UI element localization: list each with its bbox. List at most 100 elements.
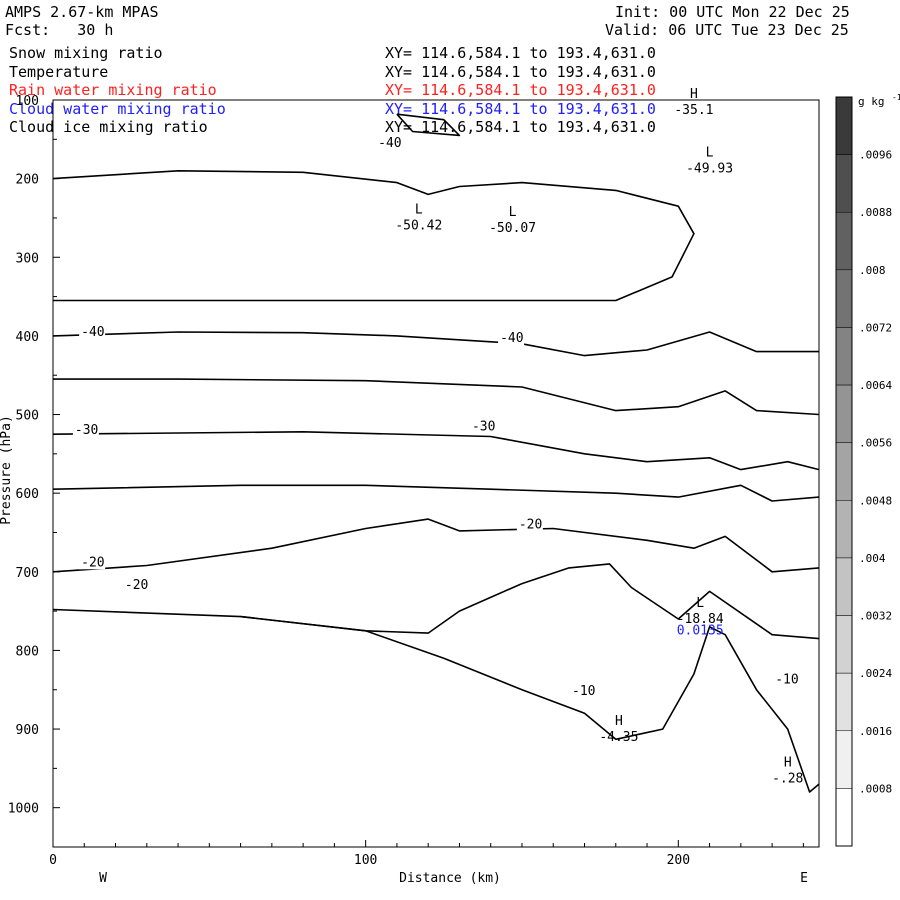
contour-line-2	[53, 378, 820, 416]
extremum-letter: L	[696, 596, 704, 611]
contour-label-bg	[516, 518, 543, 532]
contour-line-0	[52, 170, 695, 302]
contour-label: -20	[125, 578, 148, 593]
contour-label-bg	[498, 332, 525, 346]
contour-label: -30	[472, 419, 495, 434]
extremum-letter: L	[509, 205, 517, 220]
extremum-letter: L	[415, 203, 423, 218]
colorbar-bin	[835, 211, 853, 271]
extremum-value: -.28	[772, 772, 803, 787]
east-label: E	[800, 871, 808, 886]
y-tick-label: 400	[16, 330, 39, 345]
extremum-letter: L	[706, 145, 714, 160]
init-time: Init: 00 UTC Mon 22 Dec 25	[615, 3, 850, 21]
field-xy-range: XY= 114.6,584.1 to 193.4,631.0	[385, 99, 656, 118]
colorbar-level-label: .0008	[859, 782, 892, 795]
contour-label: -10	[775, 672, 798, 687]
colorbar-level-label: .0024	[859, 667, 892, 680]
field-name: Temperature	[9, 62, 109, 81]
extremum-letter: H	[784, 756, 792, 771]
valid-time: Valid: 06 UTC Tue 23 Dec 25	[605, 21, 849, 39]
colorbar-level-label: .004	[859, 552, 886, 565]
colorbar-bin	[835, 269, 853, 328]
contour-label: -20	[519, 518, 542, 533]
x-axis-label: Distance (km)	[399, 871, 501, 886]
y-tick-label: 300	[16, 251, 39, 266]
y-tick-label: 500	[16, 409, 39, 424]
extremum-value: -49.93	[686, 161, 733, 176]
y-tick-label: 1000	[8, 802, 39, 817]
colorbar-bin	[835, 500, 853, 559]
contour-line-3	[52, 431, 820, 471]
colorbar-level-label: .0096	[859, 149, 892, 162]
x-tick-label: 0	[49, 853, 57, 868]
contour-line-8	[396, 113, 461, 137]
contour-label-bg	[469, 420, 496, 434]
colorbar-level-label: .0072	[859, 321, 892, 334]
colorbar-level-label: .0088	[859, 206, 892, 219]
contour-label: -40	[81, 325, 104, 340]
contour-label-bg	[570, 685, 597, 699]
extremum-value: 0.0135	[677, 624, 724, 639]
colorbar-unit: g kg	[858, 95, 885, 108]
extremum-value: -50.42	[395, 219, 442, 234]
colorbar-bin	[835, 730, 853, 789]
colorbar-bin	[835, 384, 853, 443]
field-xy-range: XY= 114.6,584.1 to 193.4,631.0	[385, 62, 656, 81]
contour-label: -40	[378, 136, 401, 151]
colorbar-bin	[835, 96, 853, 155]
contour-line-1	[52, 331, 819, 357]
colorbar-bin	[835, 672, 853, 732]
contour-label-bg	[79, 325, 106, 339]
x-tick-label: 200	[667, 853, 690, 868]
field-name: Snow mixing ratio	[9, 44, 163, 62]
contour-label-bg	[72, 424, 99, 438]
model-title: AMPS 2.67-km MPAS	[5, 3, 159, 21]
x-tick-label: 100	[354, 853, 377, 868]
colorbar-level-label: .008	[859, 264, 886, 277]
y-tick-label: 600	[16, 487, 39, 502]
contour-line-7	[240, 615, 820, 793]
colorbar-bin	[835, 557, 853, 616]
contour-line-4	[52, 484, 820, 502]
field-xy-range: XY= 114.6,584.1 to 193.4,631.0	[385, 44, 656, 62]
y-tick-label: 100	[16, 94, 39, 109]
contour-label-bg	[773, 673, 800, 687]
extremum-value: -50.07	[489, 221, 536, 236]
y-tick-label: 700	[16, 566, 39, 581]
colorbar-bin	[835, 615, 853, 674]
y-tick-label: 800	[16, 644, 39, 659]
colorbar-unit-exp: -1	[892, 93, 900, 102]
colorbar-bin	[835, 442, 853, 501]
contour-label: -10	[572, 684, 595, 699]
colorbar-frame	[835, 96, 853, 847]
contour-label-bg	[122, 579, 149, 593]
field-name: Rain water mixing ratio	[9, 81, 217, 99]
colorbar-bin	[835, 788, 853, 847]
colorbar-level-label: .0048	[859, 494, 892, 507]
colorbar-bin	[835, 327, 853, 386]
colorbar-level-label: .0056	[859, 437, 892, 450]
contour-line-5	[52, 518, 820, 573]
y-axis-label: Pressure (hPa)	[0, 415, 14, 525]
contour-label: -20	[81, 555, 104, 570]
contour-label: -30	[75, 423, 98, 438]
colorbar-level-label: .0064	[859, 379, 892, 392]
field-name: Cloud ice mixing ratio	[9, 118, 208, 136]
contour-label-bg	[79, 556, 106, 570]
forecast-hour: Fcst: 30 h	[5, 21, 114, 39]
y-tick-label: 200	[16, 173, 39, 188]
extremum-letter: H	[615, 714, 623, 729]
west-label: W	[99, 871, 107, 886]
contour-label-bg	[376, 137, 403, 151]
colorbar-bin	[835, 154, 853, 213]
colorbar-level-label: .0032	[859, 610, 892, 623]
contour-label: -40	[500, 331, 523, 346]
plot-frame	[52, 99, 820, 848]
extremum-value: -4.35	[599, 730, 638, 745]
field-xy-range: XY= 114.6,584.1 to 193.4,631.0	[385, 81, 656, 99]
colorbar-level-label: .0016	[859, 725, 892, 738]
extremum-value: -18.84	[677, 612, 724, 627]
y-tick-label: 900	[16, 723, 39, 738]
